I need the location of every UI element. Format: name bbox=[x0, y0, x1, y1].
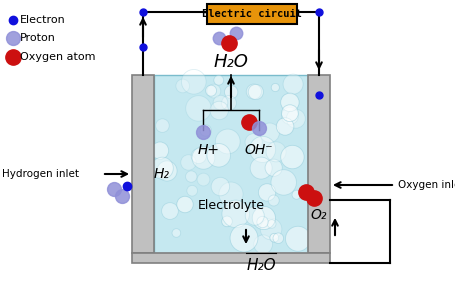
Circle shape bbox=[245, 206, 264, 225]
Circle shape bbox=[252, 206, 275, 230]
Circle shape bbox=[191, 149, 206, 164]
Circle shape bbox=[185, 96, 211, 121]
Circle shape bbox=[260, 218, 281, 240]
Text: Electron: Electron bbox=[20, 15, 66, 25]
Circle shape bbox=[273, 233, 283, 244]
Bar bbox=[154, 75, 307, 253]
Circle shape bbox=[161, 203, 178, 219]
Circle shape bbox=[200, 125, 211, 136]
Text: Oxygen atom: Oxygen atom bbox=[20, 52, 95, 62]
Circle shape bbox=[180, 155, 196, 170]
Text: H+: H+ bbox=[197, 143, 219, 157]
Circle shape bbox=[258, 184, 275, 201]
Circle shape bbox=[267, 220, 275, 228]
Circle shape bbox=[264, 159, 282, 176]
Text: H₂O: H₂O bbox=[246, 257, 275, 272]
Text: OH⁻: OH⁻ bbox=[244, 143, 273, 157]
Circle shape bbox=[244, 134, 262, 151]
Circle shape bbox=[207, 84, 220, 98]
Circle shape bbox=[221, 216, 232, 227]
Circle shape bbox=[276, 118, 293, 135]
Circle shape bbox=[249, 136, 275, 162]
Text: Oxygen inlet: Oxygen inlet bbox=[397, 180, 455, 190]
Circle shape bbox=[280, 145, 303, 169]
Bar bbox=[131, 253, 329, 263]
Circle shape bbox=[268, 195, 278, 206]
Circle shape bbox=[248, 84, 263, 100]
Circle shape bbox=[177, 196, 193, 213]
Text: Electric circuit: Electric circuit bbox=[202, 9, 301, 19]
Circle shape bbox=[197, 173, 209, 186]
Circle shape bbox=[205, 85, 216, 96]
Circle shape bbox=[291, 190, 300, 199]
Circle shape bbox=[213, 95, 228, 110]
Circle shape bbox=[185, 171, 197, 182]
Circle shape bbox=[210, 101, 228, 120]
Bar bbox=[131, 75, 154, 253]
Circle shape bbox=[253, 235, 272, 254]
Text: O₂: O₂ bbox=[309, 208, 326, 222]
Circle shape bbox=[222, 200, 249, 228]
Text: Proton: Proton bbox=[20, 33, 56, 43]
Circle shape bbox=[281, 107, 298, 124]
Circle shape bbox=[221, 96, 236, 110]
Circle shape bbox=[285, 226, 310, 251]
Circle shape bbox=[213, 75, 223, 85]
Circle shape bbox=[218, 182, 243, 206]
Text: Hydrogen inlet: Hydrogen inlet bbox=[2, 169, 79, 179]
Circle shape bbox=[181, 69, 206, 94]
Circle shape bbox=[151, 142, 168, 159]
Circle shape bbox=[281, 105, 298, 122]
Text: Electrolyte: Electrolyte bbox=[197, 198, 264, 211]
Text: H₂O: H₂O bbox=[213, 53, 248, 71]
Circle shape bbox=[192, 146, 214, 169]
Circle shape bbox=[280, 93, 298, 112]
Circle shape bbox=[265, 142, 285, 162]
Circle shape bbox=[176, 79, 189, 93]
Circle shape bbox=[172, 229, 180, 237]
Circle shape bbox=[157, 161, 177, 181]
Circle shape bbox=[246, 84, 261, 99]
Circle shape bbox=[270, 170, 296, 195]
Circle shape bbox=[286, 109, 305, 128]
FancyBboxPatch shape bbox=[207, 4, 296, 24]
Circle shape bbox=[211, 177, 229, 196]
Circle shape bbox=[256, 216, 268, 228]
Bar bbox=[307, 75, 329, 253]
Circle shape bbox=[215, 129, 240, 154]
Text: H₂: H₂ bbox=[154, 167, 170, 181]
Circle shape bbox=[207, 143, 230, 167]
Circle shape bbox=[269, 233, 278, 242]
Circle shape bbox=[259, 123, 279, 143]
Circle shape bbox=[187, 185, 197, 196]
Circle shape bbox=[271, 84, 279, 92]
Circle shape bbox=[230, 224, 258, 252]
Circle shape bbox=[283, 74, 303, 94]
Circle shape bbox=[224, 86, 238, 99]
Circle shape bbox=[155, 119, 169, 132]
Circle shape bbox=[250, 157, 272, 179]
Circle shape bbox=[151, 157, 173, 179]
